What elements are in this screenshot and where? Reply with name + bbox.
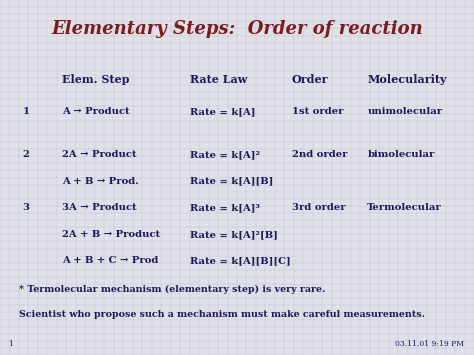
Text: Order: Order — [292, 75, 328, 85]
Text: Elementary Steps:  Order of reaction: Elementary Steps: Order of reaction — [51, 20, 423, 38]
Text: 1: 1 — [9, 340, 13, 348]
Text: Rate = k[A]³: Rate = k[A]³ — [190, 203, 259, 212]
Text: Rate = k[A]²: Rate = k[A]² — [190, 150, 260, 159]
Text: unimolecular: unimolecular — [367, 107, 442, 116]
Text: 2: 2 — [23, 150, 29, 159]
Text: 3rd order: 3rd order — [292, 203, 345, 212]
Text: Rate = k[A][B]: Rate = k[A][B] — [190, 176, 273, 186]
Text: bimolecular: bimolecular — [367, 150, 435, 159]
Text: Rate = k[A][B][C]: Rate = k[A][B][C] — [190, 256, 291, 266]
Text: 1: 1 — [23, 107, 29, 116]
Text: 03.11.01 9:19 PM: 03.11.01 9:19 PM — [394, 340, 464, 348]
Text: Scientist who propose such a mechanism must make careful measurements.: Scientist who propose such a mechanism m… — [19, 310, 425, 319]
Text: Rate Law: Rate Law — [190, 75, 247, 85]
Text: 3: 3 — [23, 203, 29, 212]
Text: 1st order: 1st order — [292, 107, 343, 116]
Text: * Termolecular mechanism (elementary step) is very rare.: * Termolecular mechanism (elementary ste… — [19, 285, 325, 294]
Text: Elem. Step: Elem. Step — [62, 75, 129, 85]
Text: A → Product: A → Product — [62, 107, 129, 116]
Text: A + B + C → Prod: A + B + C → Prod — [62, 256, 158, 266]
Text: Molecularity: Molecularity — [367, 75, 447, 85]
Text: Termolecular: Termolecular — [367, 203, 442, 212]
Text: A + B → Prod.: A + B → Prod. — [62, 176, 138, 186]
Text: 2A + B → Product: 2A + B → Product — [62, 230, 160, 239]
Text: Rate = k[A]²[B]: Rate = k[A]²[B] — [190, 230, 277, 239]
Text: Rate = k[A]: Rate = k[A] — [190, 107, 255, 116]
Text: 2nd order: 2nd order — [292, 150, 347, 159]
Text: 3A → Product: 3A → Product — [62, 203, 136, 212]
Text: 2A → Product: 2A → Product — [62, 150, 136, 159]
